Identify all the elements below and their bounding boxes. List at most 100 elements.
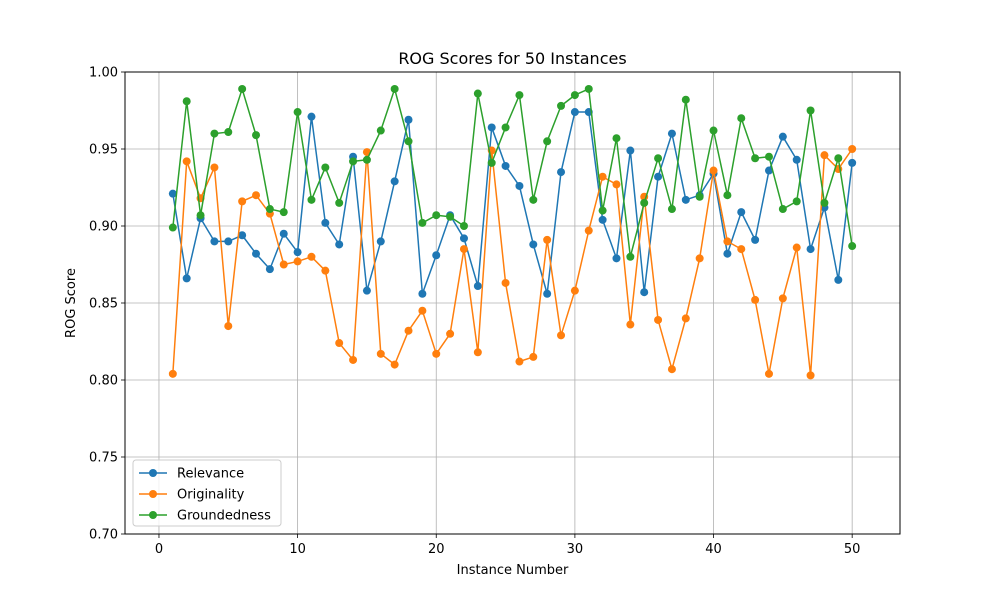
legend-item-groundedness: Groundedness xyxy=(139,509,271,524)
originality-point xyxy=(612,180,621,189)
relevance-point xyxy=(252,249,261,258)
groundedness-point xyxy=(224,128,233,137)
originality-point xyxy=(681,314,690,323)
originality-point xyxy=(404,326,413,335)
originality-point xyxy=(376,349,385,358)
groundedness-point xyxy=(349,157,358,166)
y-tick-label: 0.70 xyxy=(89,528,118,543)
groundedness-point xyxy=(515,91,524,100)
relevance-point xyxy=(598,215,607,224)
groundedness-point xyxy=(820,198,829,207)
groundedness-point xyxy=(390,84,399,93)
originality-point xyxy=(667,365,676,374)
groundedness-point xyxy=(612,134,621,143)
groundedness-point xyxy=(764,152,773,161)
originality-point xyxy=(557,331,566,340)
originality-point xyxy=(418,306,427,315)
originality-point xyxy=(321,266,330,275)
groundedness-point xyxy=(238,84,247,93)
relevance-point xyxy=(238,231,247,240)
originality-point xyxy=(723,237,732,246)
relevance-point xyxy=(321,218,330,227)
groundedness-point xyxy=(210,129,219,138)
relevance-point xyxy=(265,265,274,274)
relevance-point xyxy=(224,237,233,246)
relevance-point xyxy=(737,208,746,217)
groundedness-point xyxy=(751,154,760,163)
relevance-point xyxy=(168,189,177,198)
groundedness-point xyxy=(265,205,274,214)
groundedness-point xyxy=(778,205,787,214)
groundedness-point xyxy=(473,89,482,98)
relevance-point xyxy=(612,254,621,263)
relevance-point xyxy=(778,132,787,141)
y-tick-label: 1.00 xyxy=(89,66,118,81)
relevance-point xyxy=(390,177,399,186)
relevance-point xyxy=(543,289,552,298)
originality-point xyxy=(654,315,663,324)
relevance-point xyxy=(806,245,815,254)
groundedness-point xyxy=(681,95,690,104)
groundedness-point xyxy=(307,195,316,204)
originality-point xyxy=(390,360,399,369)
relevance-point xyxy=(640,288,649,297)
groundedness-point xyxy=(667,205,676,214)
groundedness-point xyxy=(404,137,413,146)
x-tick-label: 0 xyxy=(155,542,163,557)
originality-point xyxy=(626,320,635,329)
x-tick-label: 30 xyxy=(567,542,584,557)
y-tick-label: 0.80 xyxy=(89,374,118,389)
groundedness-point xyxy=(709,126,718,135)
relevance-point xyxy=(418,289,427,298)
legend-item-originality: Originality xyxy=(139,488,245,503)
y-axis-title: ROG Score xyxy=(64,268,79,338)
groundedness-point xyxy=(446,212,455,221)
originality-point xyxy=(349,355,358,364)
groundedness-line xyxy=(172,88,853,258)
groundedness-point xyxy=(182,97,191,106)
x-tick-label: 40 xyxy=(705,542,722,557)
relevance-point xyxy=(792,155,801,164)
groundedness-point xyxy=(293,108,302,117)
relevance-point xyxy=(362,286,371,295)
series-groundedness xyxy=(168,84,857,261)
groundedness-point xyxy=(598,206,607,215)
relevance-point xyxy=(848,158,857,167)
relevance-point xyxy=(279,229,288,238)
relevance-point xyxy=(473,282,482,291)
originality-point xyxy=(584,226,593,235)
relevance-point xyxy=(515,181,524,190)
originality-point xyxy=(515,357,524,366)
groundedness-point xyxy=(321,163,330,172)
groundedness-point xyxy=(737,114,746,123)
originality-point xyxy=(695,254,704,263)
groundedness-point xyxy=(654,154,663,163)
legend-box xyxy=(132,459,282,527)
groundedness-point xyxy=(557,101,566,110)
groundedness-point xyxy=(432,211,441,220)
y-tick-label: 0.90 xyxy=(89,220,118,235)
axis-ticks: 0 10 20 30 40 50 0.70 0.75 0.80 0.85 0.90 0.95 1.00 xyxy=(89,66,860,558)
relevance-point xyxy=(834,275,843,284)
relevance-point xyxy=(182,274,191,283)
originality-point xyxy=(279,260,288,269)
relevance-point xyxy=(487,123,496,132)
originality-point xyxy=(293,257,302,266)
y-tick-label: 0.85 xyxy=(89,297,118,312)
originality-point xyxy=(529,352,538,361)
relevance-point xyxy=(723,249,732,258)
legend-marker-groundedness xyxy=(149,511,157,519)
relevance-point xyxy=(404,115,413,124)
relevance-point xyxy=(459,234,468,243)
relevance-point xyxy=(376,237,385,246)
originality-point xyxy=(848,145,857,153)
relevance-point xyxy=(210,237,219,246)
originality-point xyxy=(446,329,455,338)
x-tick-label: 20 xyxy=(428,542,445,557)
y-tick-label: 0.95 xyxy=(89,143,118,158)
originality-point xyxy=(432,349,441,358)
originality-point xyxy=(168,369,177,378)
originality-point xyxy=(751,295,760,304)
